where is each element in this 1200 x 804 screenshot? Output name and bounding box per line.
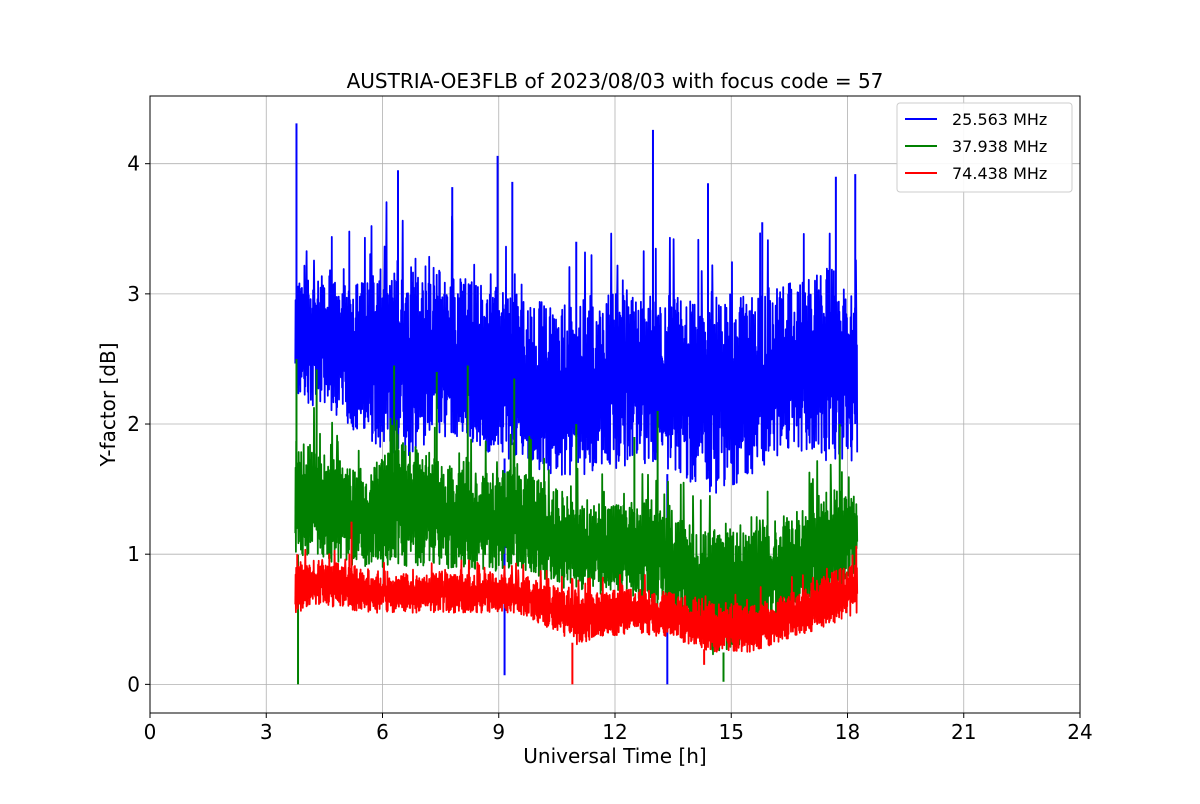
x-tick-label: 12 (602, 720, 627, 744)
x-tick-label: 3 (260, 720, 273, 744)
legend-label: 74.438 MHz (952, 164, 1047, 183)
x-tick-label: 9 (492, 720, 505, 744)
x-axis-ticks: 0 3 6 9 12 15 18 21 24 (144, 713, 1093, 744)
x-tick-label: 6 (376, 720, 389, 744)
y-axis-label: Y-factor [dB] (96, 342, 120, 467)
y-tick-label: 2 (127, 412, 140, 436)
legend-label: 25.563 MHz (952, 110, 1047, 129)
x-tick-label: 21 (951, 720, 976, 744)
y-tick-label: 4 (127, 152, 140, 176)
series-2-line (294, 358, 859, 685)
y-tick-label: 0 (127, 672, 140, 696)
x-tick-label: 15 (719, 720, 744, 744)
x-tick-label: 0 (144, 720, 157, 744)
y-tick-label: 3 (127, 282, 140, 306)
chart-title: AUSTRIA-OE3FLB of 2023/08/03 with focus … (347, 69, 884, 93)
plot-series (294, 123, 859, 685)
y-tick-label: 1 (127, 542, 140, 566)
x-tick-label: 24 (1067, 720, 1092, 744)
series-3-trace (294, 545, 859, 653)
legend: 25.563 MHz 37.938 MHz 74.438 MHz (896, 102, 1073, 193)
x-tick-label: 18 (835, 720, 860, 744)
legend-label: 37.938 MHz (952, 137, 1047, 156)
x-axis-label: Universal Time [h] (523, 744, 706, 768)
series-3-line (294, 521, 859, 685)
legend-box (896, 102, 1073, 193)
y-axis-ticks: 0 1 2 3 4 (127, 152, 150, 696)
